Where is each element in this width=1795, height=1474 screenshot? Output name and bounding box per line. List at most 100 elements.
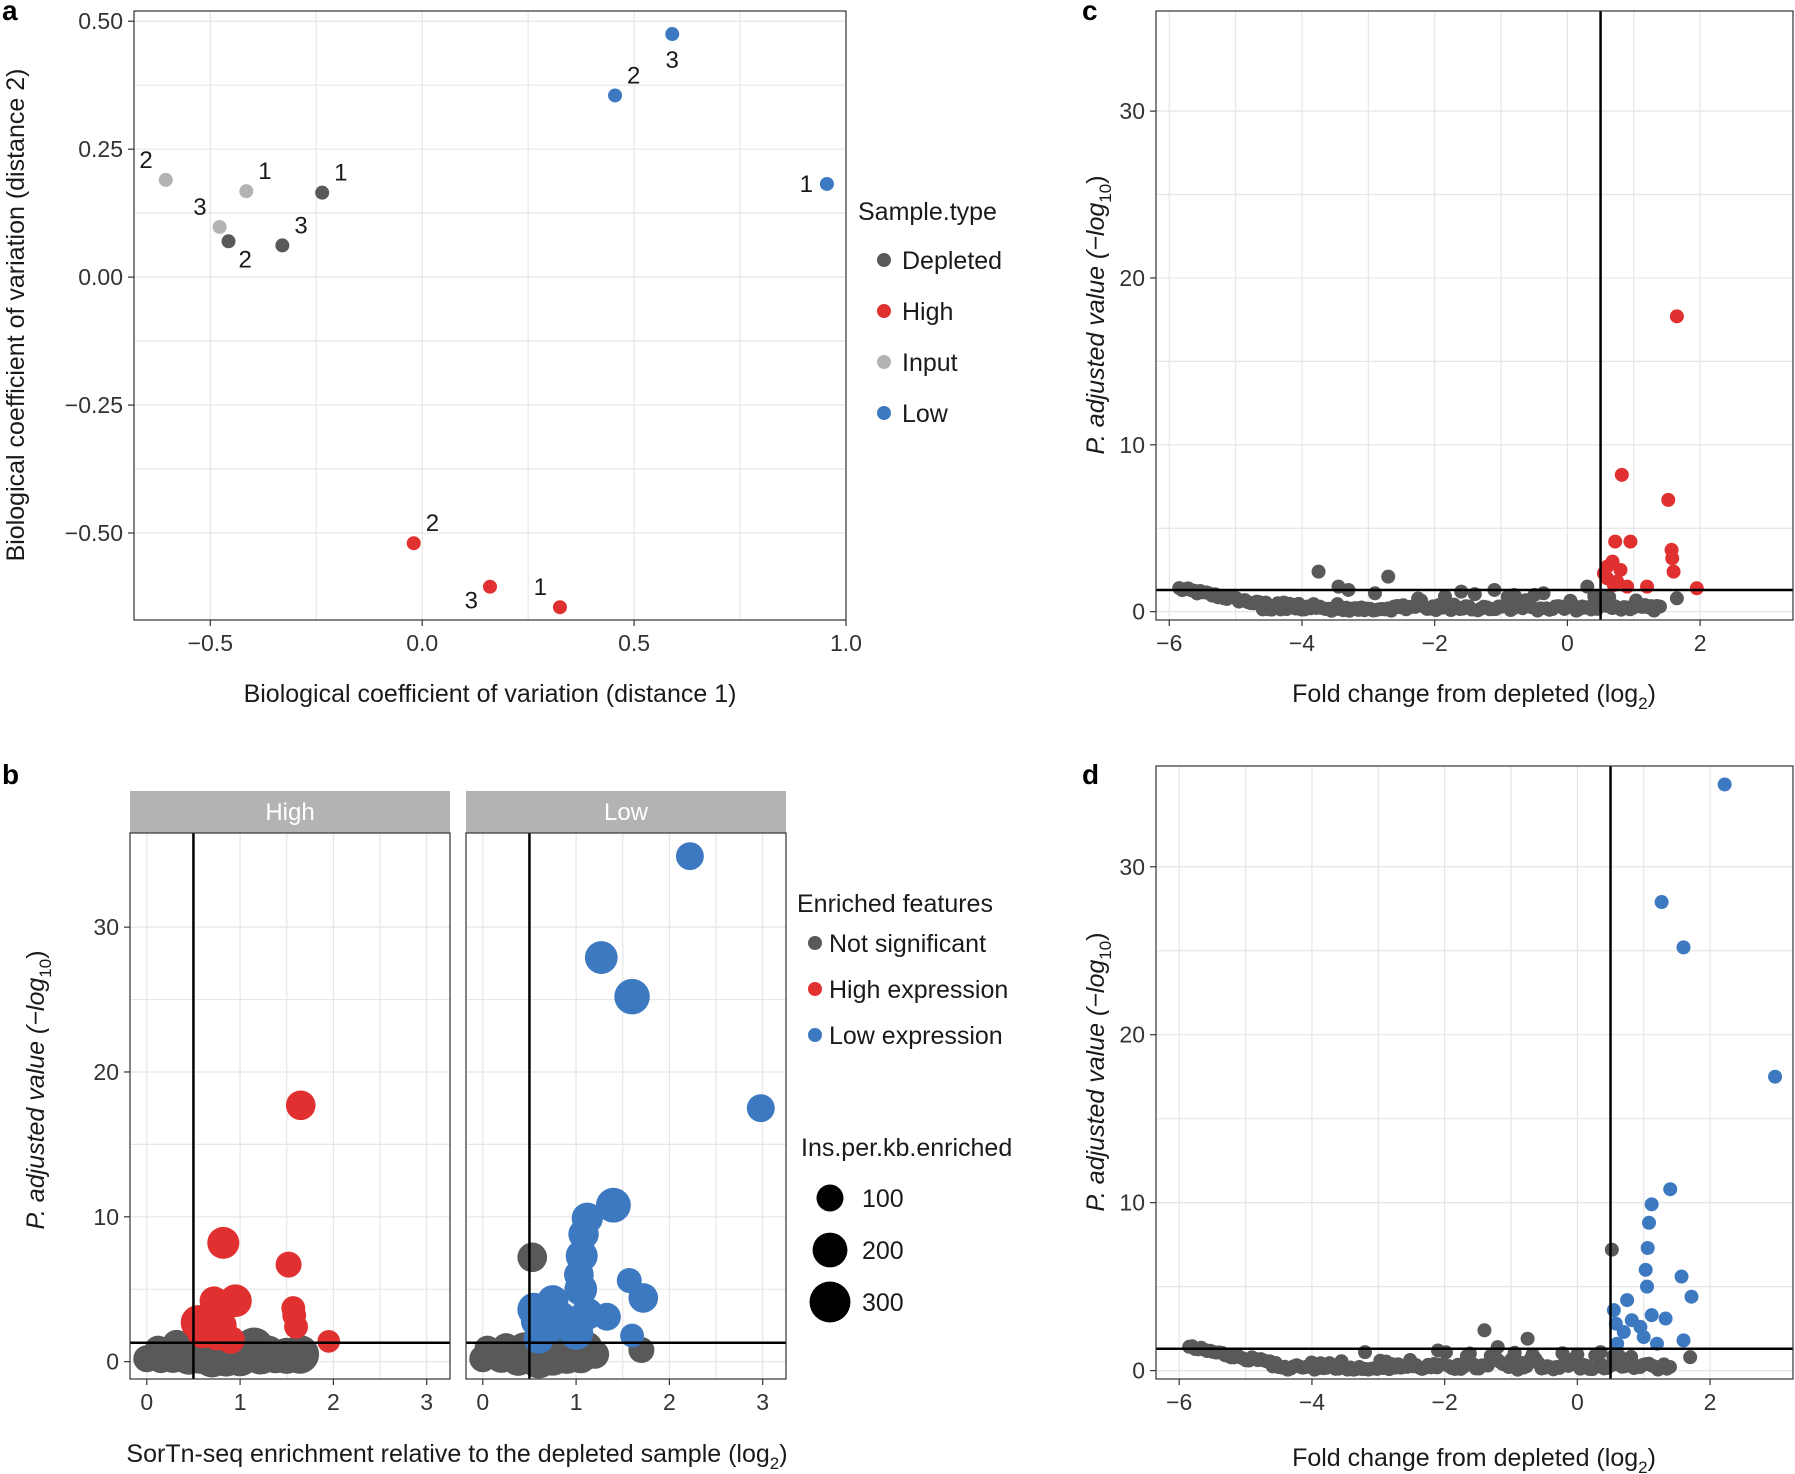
point-not-significant	[1381, 569, 1396, 584]
panel-letter-a: a	[2, 0, 18, 26]
point-significant	[1676, 1333, 1691, 1348]
point-enriched	[275, 1251, 302, 1278]
y-tick-label: 0	[106, 1349, 119, 1375]
point-label: 2	[627, 62, 640, 89]
point-not-significant	[1580, 579, 1595, 594]
panel-b-color-legend: Enriched features Not significant High ex…	[797, 890, 1008, 1050]
legend-size-label: 200	[862, 1237, 904, 1265]
panel-b-y-axis-label-main: P. adjusted value (−log	[22, 978, 50, 1230]
point-not-significant	[280, 1335, 320, 1374]
panel-b-low-frame	[465, 832, 787, 1380]
panel-c-frame	[1155, 10, 1794, 621]
point-significant	[1669, 309, 1684, 324]
point-significant	[1666, 564, 1681, 579]
point-enriched	[584, 941, 618, 974]
point-label: 2	[139, 147, 152, 174]
point-label: 1	[800, 171, 813, 198]
panel-a-legend-title: Sample.type	[858, 198, 997, 226]
y-tick-label: 20	[1119, 265, 1145, 291]
panel-c-x-axis-label-main: Fold change from depleted (log	[1292, 680, 1638, 708]
panel-b-y-axis-label-sub: 10	[36, 959, 55, 978]
legend-swatch	[808, 936, 822, 950]
x-tick-label: 2	[327, 1389, 340, 1415]
point-enriched	[216, 1325, 245, 1354]
panel-b-low-threshold-lines	[466, 833, 786, 1379]
point-high	[406, 536, 421, 551]
legend-swatch-depleted	[877, 253, 891, 267]
x-tick-label: −6	[1166, 1389, 1192, 1415]
legend-label-input: Input	[902, 349, 958, 377]
point-significant	[1614, 467, 1629, 482]
point-enriched	[675, 842, 704, 871]
x-tick-label: 3	[756, 1389, 769, 1415]
point-input	[212, 219, 227, 234]
point-significant	[1640, 1279, 1655, 1294]
panel-d-x-ticks: −6 −4 −2 0 2	[1166, 1379, 1716, 1415]
point-label: 3	[465, 588, 478, 615]
panel-d-frame	[1155, 765, 1794, 1380]
point-significant	[1768, 1069, 1783, 1084]
point-enriched	[317, 1329, 341, 1353]
point-significant	[1661, 492, 1676, 507]
point-significant	[1658, 1311, 1673, 1326]
panel-c-x-ticks: −6 −4 −2 0 2	[1156, 620, 1707, 656]
point-not-significant	[1669, 591, 1684, 606]
x-tick-label: 2	[663, 1389, 676, 1415]
point-significant	[1689, 581, 1704, 596]
y-tick-label: 0.00	[78, 264, 123, 290]
panel-c-y-axis-label-end: )	[1082, 175, 1110, 183]
panel-b: High Low 0 1 2 3 0 1 2 3 0 10 20 30 SorTn-seq enr…	[22, 791, 1012, 1473]
x-tick-label: 0	[140, 1389, 153, 1415]
point-high	[483, 579, 497, 594]
x-tick-label: 1	[234, 1389, 247, 1415]
point-significant	[1636, 1330, 1651, 1345]
panel-c-threshold-lines	[1156, 11, 1793, 620]
point-label: 3	[666, 47, 679, 74]
y-tick-label: 20	[1119, 1022, 1145, 1048]
point-enriched	[558, 1315, 594, 1350]
point-enriched	[523, 1323, 555, 1354]
point-enriched	[614, 978, 650, 1015]
panel-c-gridlines	[1156, 11, 1793, 620]
point-low	[608, 88, 623, 103]
panel-b-color-legend-items: Not significant High expression Low expres…	[808, 930, 1008, 1050]
panel-d-gridlines	[1156, 766, 1793, 1379]
x-tick-label: 1.0	[830, 630, 862, 656]
point-not-significant	[1593, 1345, 1608, 1360]
y-tick-label: −0.50	[65, 520, 123, 546]
point-depleted	[315, 185, 330, 200]
x-tick-label: −4	[1289, 630, 1315, 656]
facet-strip-high	[130, 791, 450, 833]
point-not-significant	[1652, 599, 1667, 614]
panel-c-x-axis-label-end: )	[1648, 680, 1656, 708]
point-significant	[1717, 777, 1732, 792]
point-significant	[1608, 534, 1623, 549]
panel-c-y-axis-label-main: P. adjusted value (−log	[1082, 203, 1110, 455]
point-enriched	[628, 1283, 659, 1313]
x-tick-label: 0	[476, 1389, 489, 1415]
point-enriched	[564, 1272, 598, 1306]
facet-strip-low-label: Low	[604, 799, 649, 826]
point-significant	[1616, 1324, 1631, 1339]
point-not-significant	[1536, 586, 1551, 601]
point-not-significant	[1454, 584, 1469, 599]
point-significant	[1610, 1336, 1625, 1351]
y-tick-label: 30	[93, 914, 119, 940]
point-low	[665, 27, 680, 42]
point-not-significant	[1570, 1347, 1585, 1362]
panel-d-y-ticks: 0 10 20 30	[1119, 854, 1156, 1384]
x-tick-label: −2	[1422, 630, 1448, 656]
point-not-significant	[1612, 1348, 1627, 1363]
point-label: 2	[239, 246, 252, 273]
point-not-significant	[474, 1335, 501, 1362]
y-tick-label: 0.50	[78, 8, 123, 34]
panel-a-legend: Sample.type Depleted High Input Low	[858, 198, 1002, 428]
point-not-significant	[1437, 589, 1452, 604]
panel-c: −6 −4 −2 0 2 0 10 20 30 Fold change from deplet…	[1082, 10, 1794, 713]
panel-letter-b: b	[2, 759, 19, 790]
panel-a-legend-items: Depleted High Input Low	[877, 247, 1002, 428]
panel-b-size-legend: Ins.per.kb.enriched 100 200 300	[801, 1134, 1012, 1323]
point-enriched	[219, 1284, 252, 1318]
panel-d-threshold-lines	[1156, 766, 1793, 1379]
